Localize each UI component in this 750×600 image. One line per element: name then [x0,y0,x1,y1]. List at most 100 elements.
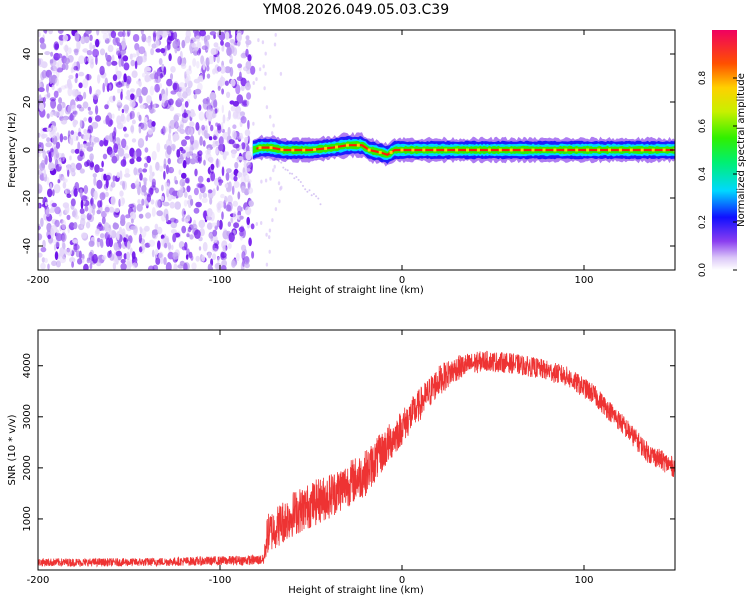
noise-blob [221,121,224,132]
signal-ridge-dot [553,148,557,152]
noise-blob [60,85,67,90]
noise-blob [71,210,76,218]
noise-blob [246,179,252,184]
noise-blob [70,130,75,136]
noise-blob [58,209,62,217]
noise-blob [122,55,129,62]
noise-blob [226,91,231,99]
noise-blob [126,89,131,97]
noise-blob [143,162,148,168]
noise-blob [192,58,197,67]
noise-blob [213,177,221,187]
noise-blob [76,94,84,102]
noise-blob [80,195,88,201]
noise-blob [38,87,45,93]
noise-blob [123,126,127,132]
noise-blob [315,195,318,198]
noise-blob [268,249,271,254]
noise-blob [246,92,252,100]
y-tick-label: 3000 [22,404,33,429]
noise-blob [93,190,98,200]
noise-blob [124,173,131,178]
noise-blob [282,166,285,169]
noise-blob [138,233,142,244]
noise-blob [129,88,136,93]
noise-blob [151,181,156,189]
noise-blob [239,111,246,117]
noise-blob [120,218,126,227]
noise-blob [50,98,57,109]
noise-blob [199,136,203,146]
noise-blob [245,48,249,58]
noise-blob [224,80,229,86]
noise-blob [213,98,218,109]
noise-blob [214,108,218,114]
noise-blob [194,168,198,177]
noise-blob [229,66,234,77]
noise-blob [151,229,159,236]
noise-blob [55,141,61,149]
noise-blob [224,195,228,203]
noise-blob [210,222,218,227]
noise-blob [109,119,114,126]
noise-blob [173,263,178,270]
noise-blob [207,263,213,270]
spectrogram-y-label: Frequency (Hz) [7,112,18,188]
noise-blob [92,48,99,58]
noise-blob [189,146,194,155]
noise-blob [151,178,156,188]
noise-blob [125,214,131,219]
noise-blob [244,255,249,263]
noise-blob [220,193,225,199]
noise-blob [98,168,104,172]
noise-blob [209,92,217,101]
noise-blob [184,241,188,251]
noise-blob [225,172,230,181]
noise-blob [53,184,61,194]
noise-blob [38,233,43,241]
noise-blob [243,66,250,72]
noise-blob [165,164,170,175]
noise-blob [312,193,315,195]
noise-blob [203,159,206,166]
noise-blob [117,88,121,94]
noise-blob [121,228,126,238]
noise-blob [278,199,281,204]
noise-blob [59,247,65,257]
signal-ridge-dot [356,143,360,147]
noise-blob [173,114,179,122]
noise-blob [112,222,120,230]
noise-blob [78,250,82,260]
noise-blob [206,147,211,155]
noise-blob [47,234,52,240]
noise-blob [202,60,206,71]
noise-blob [197,156,201,162]
noise-blob [181,208,186,218]
noise-blob [96,30,100,36]
noise-blob [101,160,104,168]
noise-blob [174,201,181,210]
noise-blob [44,51,51,56]
noise-blob [319,203,322,206]
noise-blob [78,55,85,64]
noise-blob [165,182,171,192]
noise-blob [273,164,276,169]
noise-blob [227,126,231,136]
noise-blob [78,82,83,89]
noise-blob [64,189,68,196]
noise-blob [107,227,111,234]
noise-blob [98,222,102,228]
noise-blob [237,191,241,200]
noise-blob [234,161,239,169]
noise-blob [215,122,219,127]
noise-blob [185,68,193,75]
noise-blob [99,140,104,147]
noise-blob [113,143,118,154]
noise-blob [242,258,245,267]
colorbar-label: Normalized spectral amplitude [736,73,747,227]
noise-blob [216,219,220,228]
noise-blob [139,56,143,65]
noise-blob [177,97,184,103]
noise-blob [108,32,112,42]
noise-blob [172,233,177,243]
